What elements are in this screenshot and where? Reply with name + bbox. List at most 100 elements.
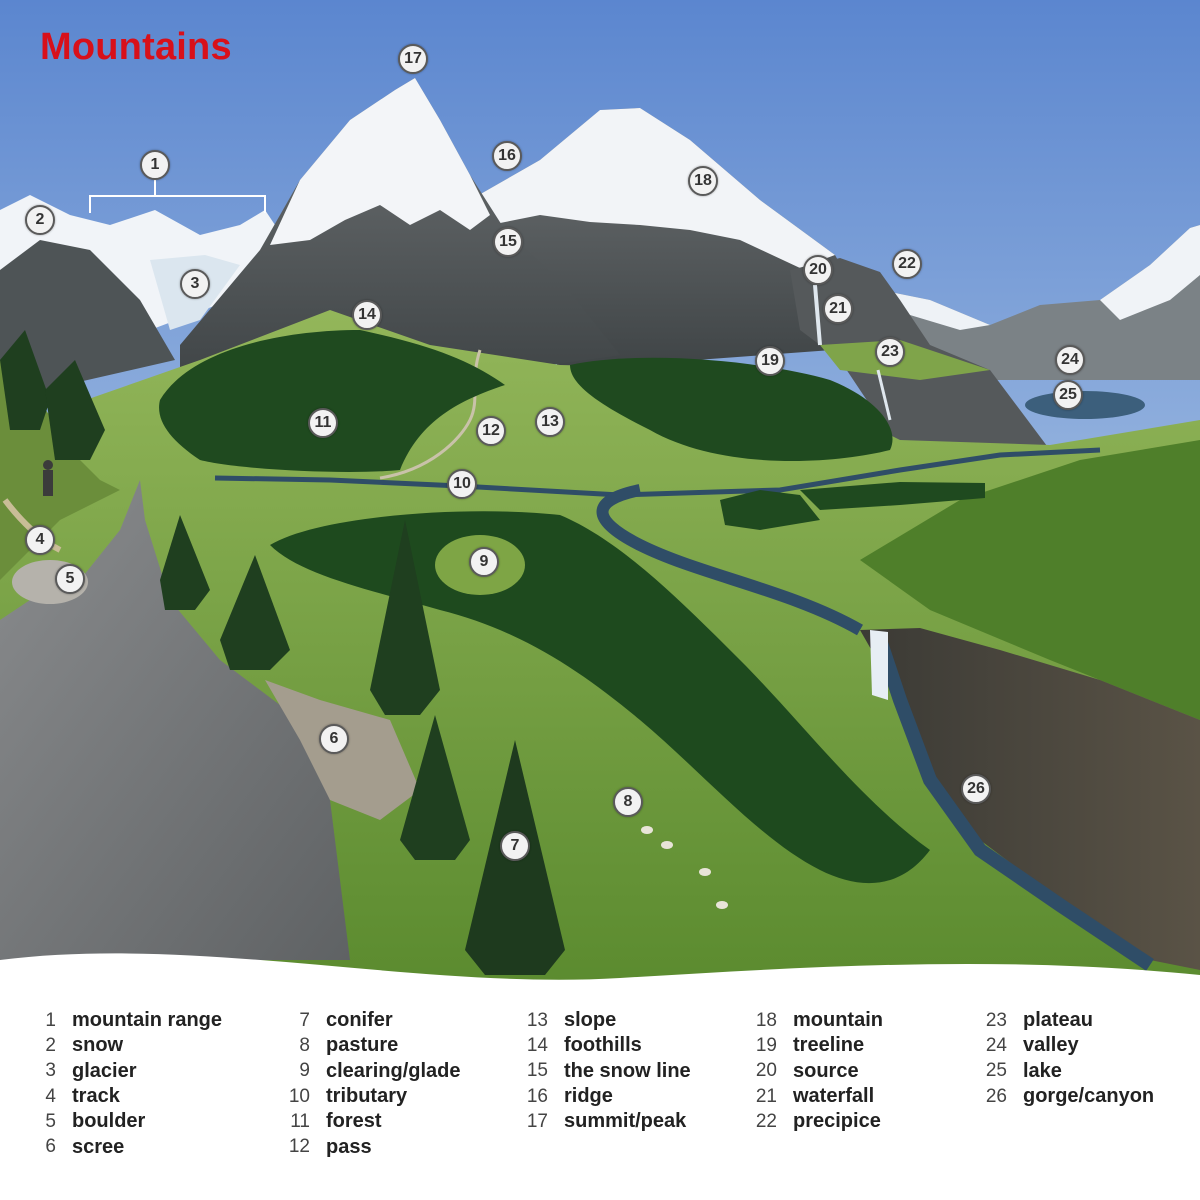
marker-23: 23	[875, 337, 905, 367]
legend-item: 19 treeline	[755, 1033, 883, 1058]
legend-item: 16 ridge	[526, 1084, 691, 1109]
marker-10: 10	[447, 469, 477, 499]
legend-item: 13 slope	[526, 1008, 691, 1033]
legend-item: 6 scree	[34, 1134, 222, 1159]
legend-number: 26	[985, 1085, 1007, 1107]
summit-mountain	[180, 78, 620, 385]
legend-number: 7	[299, 1009, 310, 1031]
page-title: Mountains	[40, 26, 232, 68]
legend-item: 17 summit/peak	[526, 1109, 691, 1134]
marker-11: 11	[308, 408, 338, 438]
legend-number: 14	[526, 1034, 548, 1056]
legend-number: 13	[526, 1009, 548, 1031]
legend-label: treeline	[793, 1034, 865, 1057]
marker-22: 22	[892, 249, 922, 279]
legend-label: mountain range	[72, 1009, 223, 1032]
mountain-landscape-illustration	[0, 0, 1200, 1000]
marker-6: 6	[319, 724, 349, 754]
legend-item: 3 glacier	[34, 1059, 222, 1084]
legend-item: 21 waterfall	[755, 1084, 883, 1109]
marker-15: 15	[493, 227, 523, 257]
marker-17: 17	[398, 44, 428, 74]
sheep	[716, 901, 728, 909]
marker-24: 24	[1055, 345, 1085, 375]
marker-1: 1	[140, 150, 170, 180]
marker-16: 16	[492, 141, 522, 171]
legend-item: 10 tributary	[288, 1084, 461, 1109]
legend-label: precipice	[793, 1110, 881, 1133]
left-cliff	[0, 480, 350, 960]
gorge	[860, 628, 1200, 970]
legend-item: 26 gorge/canyon	[985, 1084, 1154, 1109]
marker-18: 18	[688, 166, 718, 196]
legend-label: source	[793, 1059, 859, 1082]
legend-item: 4 track	[34, 1084, 222, 1109]
gorge-river	[873, 637, 1154, 971]
legend-item: 1 mountain range	[34, 1008, 222, 1033]
distant-right-mountains	[880, 225, 1200, 380]
marker-5: 5	[55, 564, 85, 594]
legend-label: boulder	[72, 1110, 146, 1133]
legend-label: conifer	[326, 1009, 393, 1032]
legend-number: 8	[299, 1034, 310, 1056]
legend-number: 25	[985, 1060, 1007, 1082]
legend-label: slope	[564, 1009, 617, 1032]
marker-8: 8	[613, 787, 643, 817]
marker-25: 25	[1053, 380, 1083, 410]
sheep	[661, 841, 673, 849]
legend-label: glacier	[72, 1059, 137, 1082]
legend-column-4: 18 mountain 19 treeline 20 source 21 waterfa…	[755, 1008, 883, 1134]
legend-number: 3	[45, 1060, 56, 1082]
tributary-river	[214, 447, 1101, 498]
legend-item: 5 boulder	[34, 1109, 222, 1134]
legend-item: 7 conifer	[288, 1008, 461, 1033]
legend-column-3: 13 slope 14 foothills 15 the snow line 16 ri…	[526, 1008, 691, 1134]
legend-number: 2	[45, 1034, 56, 1056]
marker-12: 12	[476, 416, 506, 446]
legend-item: 9 clearing/glade	[288, 1059, 460, 1084]
mountain-range-bracket	[89, 178, 266, 213]
forest-right	[570, 357, 893, 462]
legend-item: 22 precipice	[755, 1109, 883, 1134]
gorge-waterfall	[870, 630, 888, 700]
marker-14: 14	[352, 300, 382, 330]
legend-label: the snow line	[564, 1059, 691, 1082]
legend-item: 8 pasture	[288, 1033, 461, 1058]
legend-label: valley	[1023, 1034, 1079, 1057]
marker-2: 2	[25, 205, 55, 235]
legend-item: 18 mountain	[755, 1008, 883, 1033]
legend-number: 4	[45, 1085, 56, 1107]
legend-item: 2 snow	[34, 1033, 222, 1058]
legend-label: snow	[72, 1034, 124, 1057]
plateau-grass	[820, 340, 990, 380]
legend-number: 5	[45, 1110, 56, 1132]
main-mountain-snow	[470, 108, 835, 268]
legend-label: gorge/canyon	[1023, 1085, 1155, 1108]
legend-label: tributary	[326, 1085, 408, 1108]
marker-21: 21	[823, 294, 853, 324]
legend-number: 9	[299, 1060, 310, 1082]
legend-number: 24	[985, 1034, 1007, 1056]
legend-column-5: 23 plateau 24 valley 25 lake 26 gorge/canyon	[985, 1008, 1154, 1109]
legend-number: 21	[755, 1085, 777, 1107]
bottom-wave	[0, 953, 1200, 1000]
marker-13: 13	[535, 407, 565, 437]
legend-number: 17	[526, 1110, 548, 1132]
lake-shape	[1025, 391, 1145, 419]
legend-item: 20 source	[755, 1059, 883, 1084]
marker-26: 26	[961, 774, 991, 804]
legend-label: forest	[326, 1110, 382, 1133]
legend-number: 16	[526, 1085, 548, 1107]
legend-number: 18	[755, 1009, 777, 1031]
legend-number: 22	[755, 1110, 777, 1132]
summit-snow	[270, 78, 490, 245]
legend-label: foothills	[564, 1034, 642, 1057]
legend-label: summit/peak	[564, 1110, 687, 1133]
sheep	[699, 868, 711, 876]
legend-number: 11	[290, 1110, 310, 1132]
waterfall-stream	[813, 284, 822, 346]
marker-9: 9	[469, 547, 499, 577]
